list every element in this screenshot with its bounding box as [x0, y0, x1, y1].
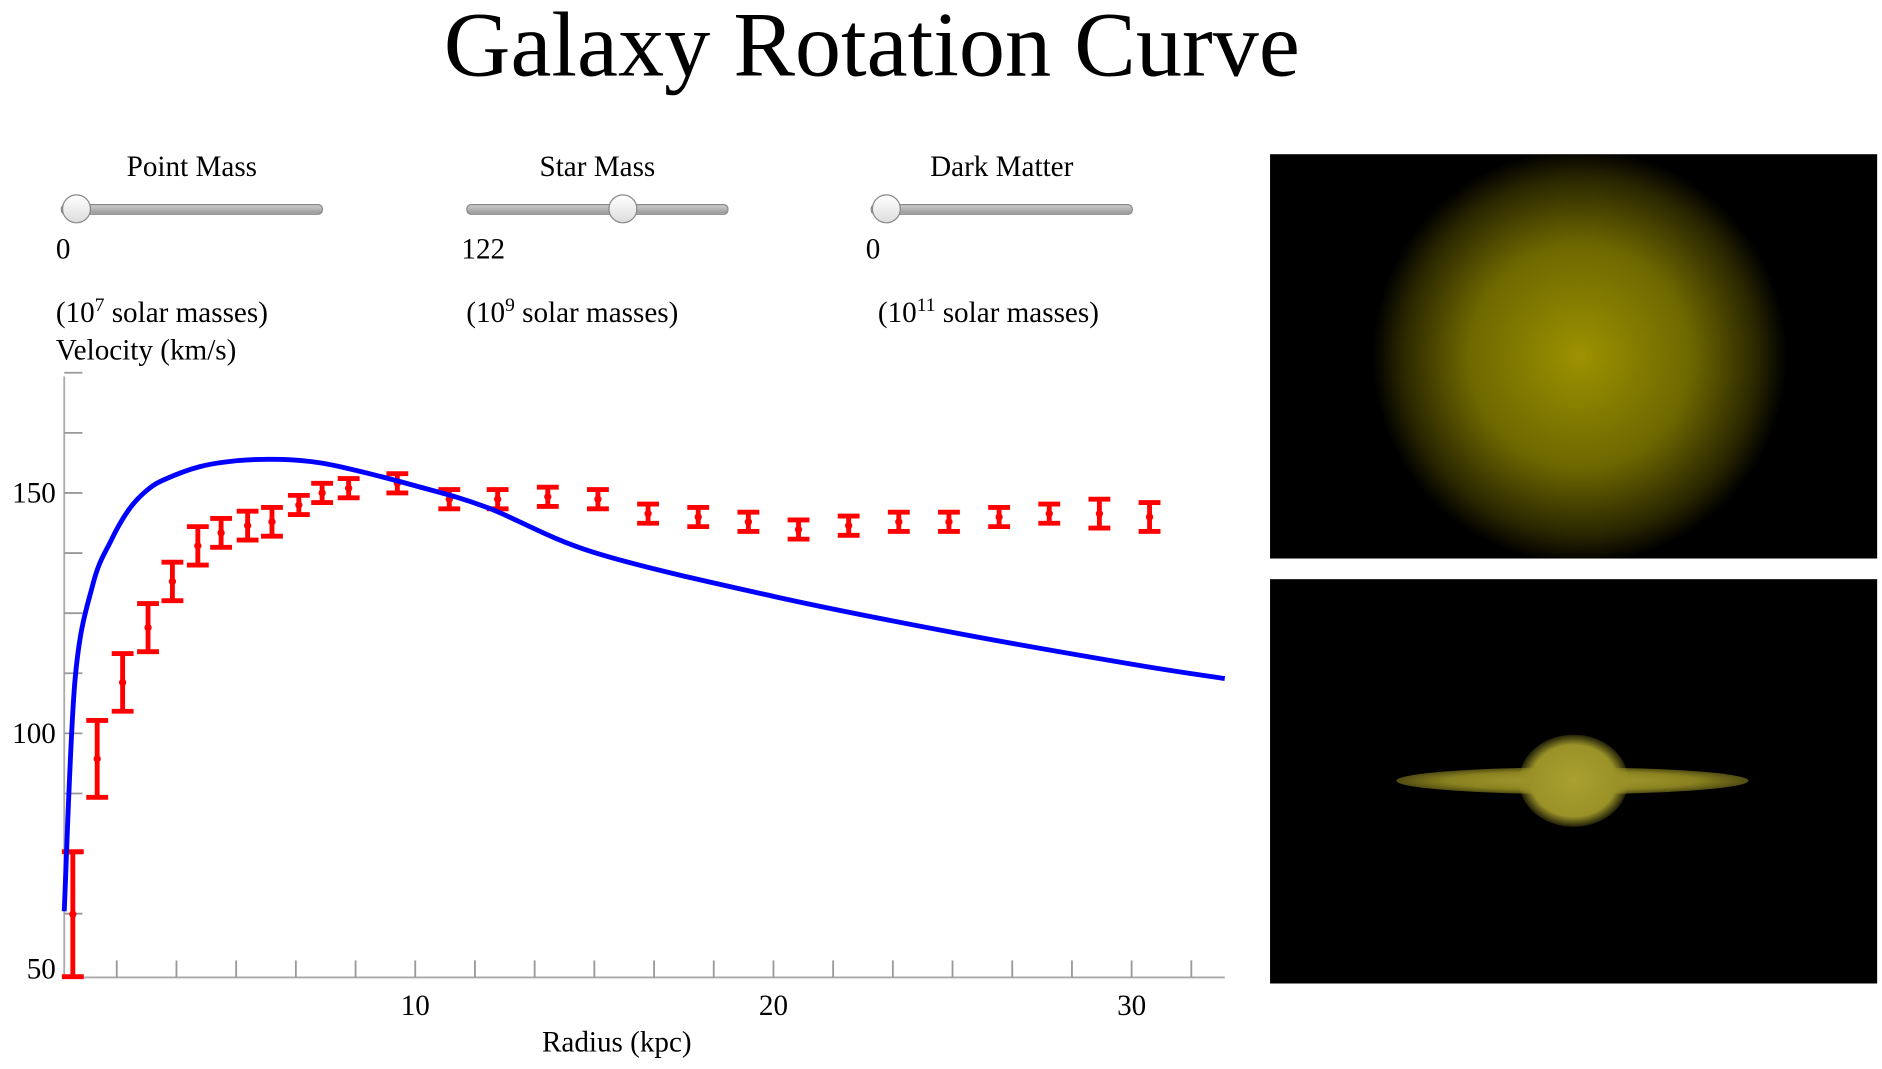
data-point: [895, 518, 903, 526]
y-tick-label: 150: [12, 478, 56, 510]
data-point: [493, 495, 502, 503]
point-mass-label: Point Mass: [126, 151, 258, 184]
dark-matter-slider[interactable]: [870, 203, 1133, 215]
point-mass-unit: (107 solar masses): [56, 295, 268, 330]
data-point-errorbar: [938, 509, 960, 534]
point-mass-slider-thumb[interactable]: [61, 194, 92, 224]
unit-exponent: 7: [94, 295, 105, 316]
dark-matter-value: 0: [865, 234, 881, 266]
data-point-errorbar: [687, 504, 710, 530]
data-point-errorbar: [111, 651, 134, 714]
dark-matter-slider-thumb[interactable]: [871, 194, 901, 224]
y-tick-label: 100: [12, 718, 56, 750]
data-point: [945, 518, 953, 526]
x-axis-label: Radius (kpc): [542, 1026, 692, 1058]
model-curve-line: [61, 456, 1226, 912]
data-point-errorbar: [1038, 501, 1061, 526]
x-tick-label: 10: [401, 990, 430, 1022]
data-point-errorbar: [887, 509, 910, 534]
data-point-errorbar: [737, 509, 760, 534]
data-point-errorbar: [637, 501, 660, 526]
data-point: [118, 678, 127, 687]
point-mass-value: 0: [55, 234, 71, 266]
y-tick-label: 50: [27, 954, 56, 986]
unit-base: (10: [466, 297, 506, 330]
data-point-errorbar: [837, 513, 860, 538]
data-point: [995, 513, 1003, 521]
data-point-errorbar: [587, 487, 609, 512]
data-point-errorbar: [311, 480, 334, 506]
data-point: [144, 623, 152, 632]
unit-text: solar masses): [935, 297, 1099, 330]
data-point: [694, 513, 702, 521]
data-point-errorbar: [161, 559, 184, 604]
unit-exponent: 11: [916, 295, 936, 316]
data-point-errorbar: [287, 492, 310, 518]
data-point-errorbar: [787, 517, 810, 542]
x-tick-label: 20: [759, 990, 788, 1022]
star-mass-slider[interactable]: [466, 203, 729, 215]
data-point: [1045, 509, 1053, 518]
data-point-errorbar: [261, 504, 283, 539]
data-point: [744, 518, 753, 526]
data-point: [217, 529, 225, 537]
data-point-errorbar: [1088, 496, 1111, 531]
galaxy-face-on-image: [1270, 154, 1878, 559]
unit-text: solar masses): [104, 297, 268, 330]
data-point: [168, 577, 177, 586]
data-point: [194, 542, 202, 550]
data-point-errorbar: [486, 487, 509, 512]
data-point: [243, 522, 252, 530]
unit-exponent: 9: [505, 295, 515, 316]
data-point-errorbar: [1138, 500, 1161, 534]
galaxy-bulge: [1518, 734, 1629, 827]
data-point: [644, 509, 652, 518]
y-axis-label: Velocity (km/s): [55, 335, 237, 367]
data-point-errorbar: [337, 476, 360, 501]
data-point: [295, 501, 303, 509]
dark-matter-unit: (1011 solar masses): [878, 295, 1099, 330]
data-point: [794, 525, 803, 534]
star-mass-label: Star Mass: [539, 151, 656, 184]
data-point-errorbar: [137, 601, 159, 655]
dark-matter-label: Dark Matter: [930, 151, 1074, 184]
data-point: [69, 910, 77, 918]
data-point: [845, 522, 853, 530]
data-point: [544, 493, 552, 501]
data-point-errorbar: [236, 508, 259, 543]
data-point: [1145, 513, 1154, 521]
data-point: [318, 489, 326, 497]
unit-text: solar masses): [514, 297, 679, 330]
x-tick-label: 30: [1117, 990, 1146, 1022]
data-point: [344, 484, 353, 492]
data-point: [268, 518, 276, 526]
page-title: Galaxy Rotation Curve: [443, 0, 1300, 96]
data-point-errorbar: [210, 516, 233, 550]
star-mass-unit: (109 solar masses): [466, 295, 678, 330]
unit-base: (10: [55, 297, 95, 330]
galaxy-edge-on-image: [1270, 579, 1878, 984]
star-mass-slider-thumb[interactable]: [608, 194, 638, 224]
rotation-curve-chart: 50 100 150 10 20 30 Radius (kpc): [12, 371, 1226, 1058]
data-point-errorbar: [186, 524, 209, 568]
data-point: [594, 495, 602, 503]
data-point-errorbar: [536, 484, 559, 509]
data-point: [93, 755, 101, 763]
data-point-errorbar: [988, 504, 1011, 530]
unit-base: (10: [877, 297, 917, 330]
data-point-errorbar: [86, 717, 109, 800]
star-mass-value: 122: [461, 234, 506, 266]
data-point: [1095, 509, 1104, 518]
point-mass-slider[interactable]: [60, 203, 323, 215]
